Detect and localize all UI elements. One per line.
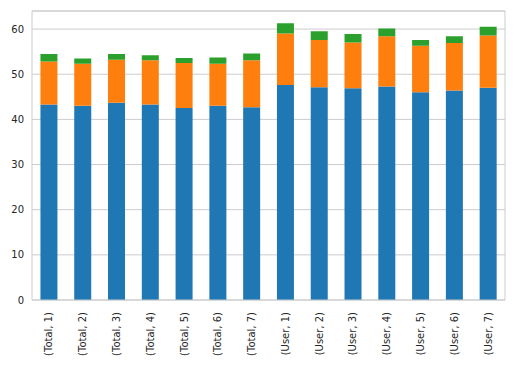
svg-text:(Total, 7): (Total, 7): [246, 312, 257, 356]
svg-text:(Total, 5): (Total, 5): [179, 312, 190, 356]
svg-text:30: 30: [11, 159, 24, 170]
svg-text:(User, 5): (User, 5): [415, 312, 426, 355]
svg-text:(Total, 4): (Total, 4): [145, 312, 156, 356]
svg-text:60: 60: [11, 24, 24, 35]
svg-text:10: 10: [11, 249, 24, 260]
svg-text:(User, 7): (User, 7): [483, 312, 494, 355]
svg-text:(User, 3): (User, 3): [347, 312, 358, 355]
svg-text:40: 40: [11, 114, 24, 125]
svg-text:(User, 4): (User, 4): [381, 312, 392, 355]
svg-text:0: 0: [18, 295, 24, 306]
svg-text:(Total, 2): (Total, 2): [77, 312, 88, 356]
svg-text:(Total, 1): (Total, 1): [43, 312, 54, 356]
svg-text:(Total, 6): (Total, 6): [212, 312, 223, 356]
svg-text:50: 50: [11, 69, 24, 80]
svg-text:(User, 1): (User, 1): [280, 312, 291, 355]
svg-text:(User, 2): (User, 2): [314, 312, 325, 355]
svg-text:(Total, 3): (Total, 3): [111, 312, 122, 356]
svg-text:(User, 6): (User, 6): [449, 312, 460, 355]
svg-text:20: 20: [11, 204, 24, 215]
